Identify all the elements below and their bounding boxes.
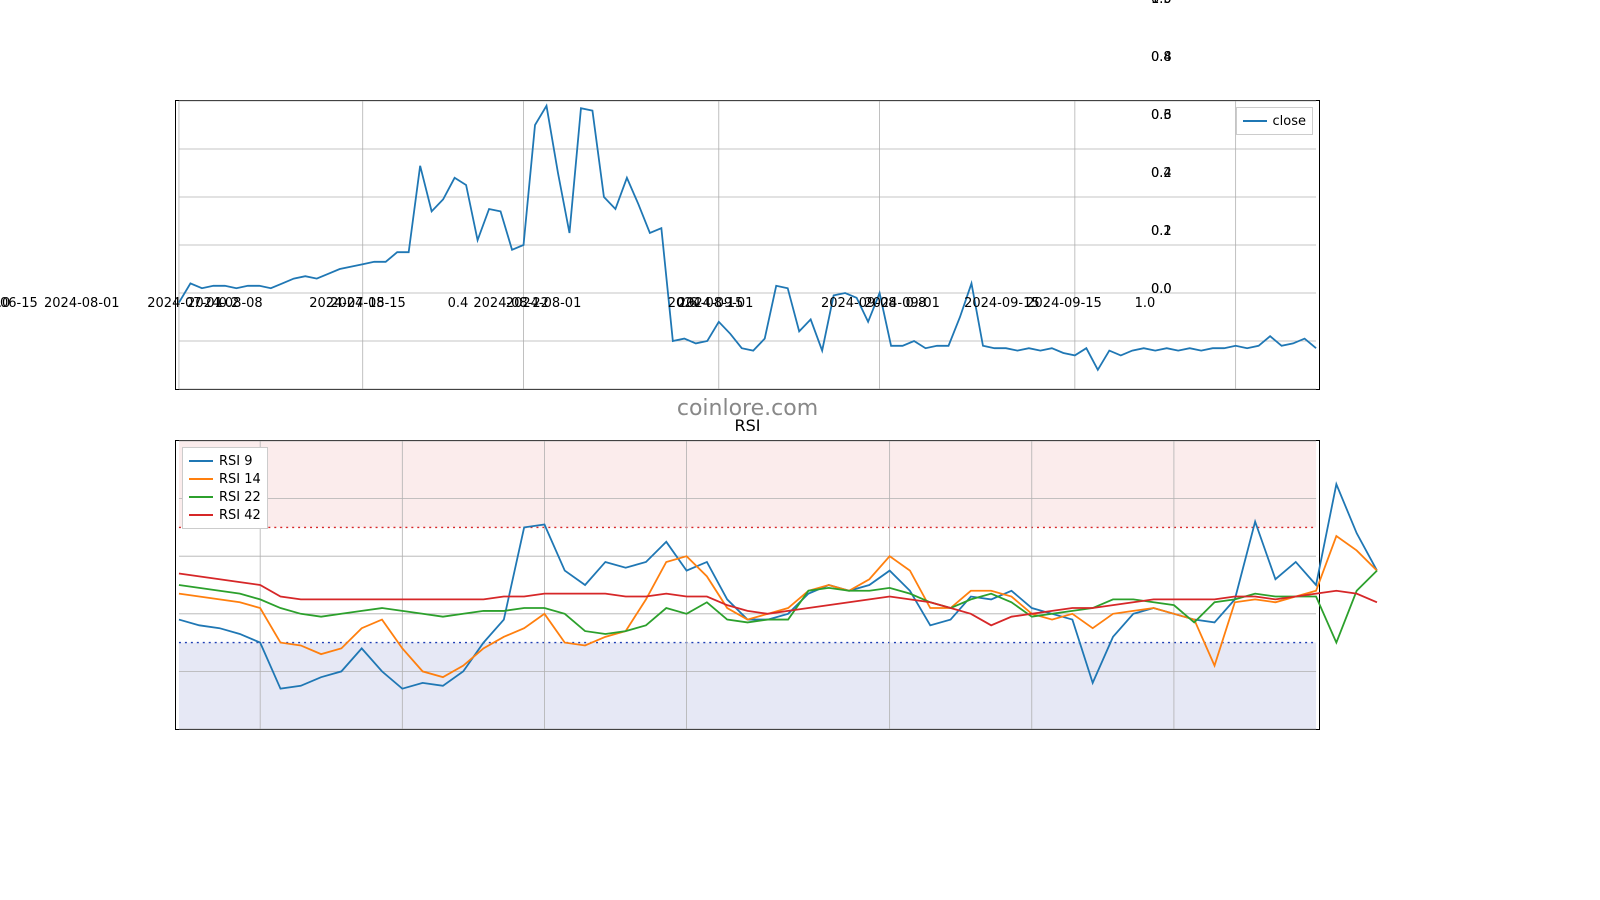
price-chart: close	[175, 100, 1320, 390]
rsi-chart-svg	[176, 441, 1319, 729]
legend-label-close: close	[1273, 114, 1306, 129]
close-line	[179, 106, 1316, 370]
legend-row-close: close	[1243, 112, 1306, 130]
rsi-chart: RSI 9 RSI 14 RSI 22 RSI 42	[175, 440, 1320, 730]
legend-swatch	[189, 460, 213, 462]
price-chart-svg	[176, 101, 1319, 389]
legend-swatch	[189, 478, 213, 480]
legend-row-RSI-9: RSI 9	[189, 452, 261, 470]
legend-swatch	[189, 514, 213, 516]
legend-label: RSI 22	[219, 490, 261, 505]
price-legend: close	[1236, 107, 1313, 135]
legend-row-RSI-14: RSI 14	[189, 470, 261, 488]
legend-swatch-close	[1243, 120, 1267, 122]
legend-label: RSI 9	[219, 454, 253, 469]
legend-swatch	[189, 496, 213, 498]
figure: close coinlore.com RSI RSI 9RSI 14RSI 22…	[0, 0, 1600, 900]
legend-row-RSI-22: RSI 22	[189, 488, 261, 506]
legend-label: RSI 14	[219, 472, 261, 487]
legend-label: RSI 42	[219, 508, 261, 523]
legend-row-RSI-42: RSI 42	[189, 506, 261, 524]
rsi-title: RSI	[735, 416, 761, 435]
rsi-legend: RSI 9 RSI 14 RSI 22 RSI 42	[182, 447, 268, 529]
